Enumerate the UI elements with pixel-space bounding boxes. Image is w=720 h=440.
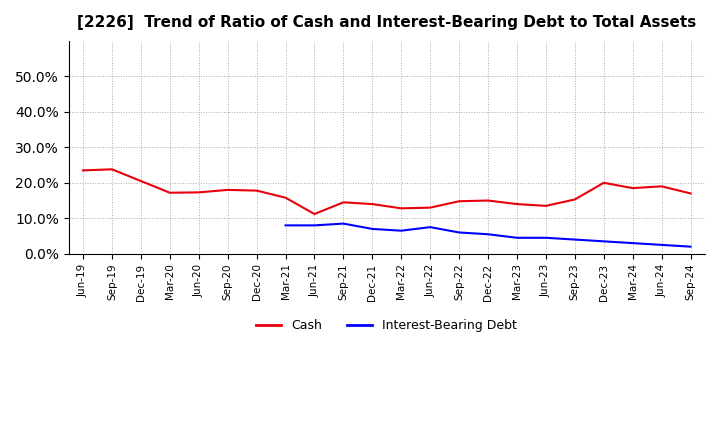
Title: [2226]  Trend of Ratio of Cash and Interest-Bearing Debt to Total Assets: [2226] Trend of Ratio of Cash and Intere… xyxy=(77,15,696,30)
Legend: Cash, Interest-Bearing Debt: Cash, Interest-Bearing Debt xyxy=(251,314,522,337)
